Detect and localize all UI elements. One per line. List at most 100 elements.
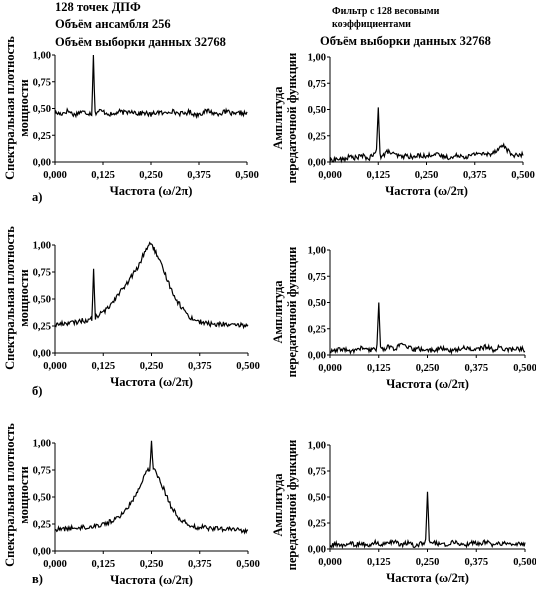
y-tick-label: 1,00	[33, 51, 51, 62]
x-tick-label: 0,000	[43, 361, 67, 372]
right-ylabel-line1: Амплитуда	[271, 473, 285, 537]
y-tick-label: 0,50	[308, 298, 326, 309]
y-tick-label: 0,00	[308, 545, 326, 556]
panel-label: в)	[32, 572, 43, 586]
series-line	[329, 302, 526, 356]
chart-a-right: 0,00 0,25 0,50 0,75 1,00 0,000 0,125 0,250 0,375…	[308, 53, 535, 199]
x-tick-label: 0,000	[43, 170, 67, 181]
left-ylabel-line2: мощности	[17, 466, 31, 524]
left-ylabel-0: Спектральная плотность мощности	[3, 36, 31, 180]
panel-label: а)	[32, 190, 42, 204]
x-tick-label: 0,125	[366, 170, 390, 181]
y-tick-label: 0,25	[33, 322, 51, 333]
x-tick-label: 0,000	[43, 559, 67, 570]
y-tick-label: 0,00	[308, 158, 326, 169]
right-ylabel-line1: Амплитуда	[271, 86, 285, 150]
y-tick-label: 1,00	[33, 241, 51, 252]
chart-b-right: 0,00 0,25 0,50 0,75 1,00 0,000 0,125 0,250 0,375…	[308, 246, 536, 392]
x-tick-label: 0,250	[140, 559, 164, 570]
right-ylabel-line2: передаточной функции	[285, 53, 299, 184]
x-tick-label: 0,250	[415, 170, 439, 181]
left-ylabel-line1: Спектральная плотность	[3, 226, 17, 370]
y-tick-label: 0,75	[308, 467, 326, 478]
right-ylabel-0: Амплитуда передаточной функции	[271, 53, 299, 184]
right-ylabel-line2: передаточной функции	[285, 247, 299, 378]
left-ylabel-line2: мощности	[17, 79, 31, 137]
right-ylabel-2: Амплитуда передаточной функции	[271, 440, 299, 571]
series-line	[54, 54, 248, 120]
x-tick-label: 0,125	[367, 557, 391, 568]
y-tick-label: 0,50	[308, 493, 326, 504]
series-line	[329, 107, 524, 164]
y-tick-label: 0,50	[33, 104, 51, 115]
x-tick-label: 0,000	[318, 557, 342, 568]
y-tick-label: 0,25	[33, 131, 51, 142]
y-tick-label: 1,00	[33, 439, 51, 450]
x-tick-label: 0,500	[236, 559, 260, 570]
series-line	[329, 491, 526, 550]
header-left-line1: 128 точек ДПФ	[55, 0, 141, 14]
y-tick-label: 0,00	[33, 547, 51, 558]
y-tick-label: 0,50	[308, 105, 326, 116]
x-tick-label: 0,500	[513, 557, 536, 568]
y-tick-label: 0,75	[308, 272, 326, 283]
x-axis-label: Частота (ω/2π)	[110, 573, 193, 587]
x-tick-label: 0,125	[91, 559, 115, 570]
y-tick-label: 0,00	[33, 349, 51, 360]
y-tick-label: 1,00	[308, 441, 326, 452]
header-right-line1: Фильтр с 128 весовыми	[332, 6, 440, 17]
y-tick-label: 0,50	[33, 295, 51, 306]
x-tick-label: 0,250	[139, 170, 163, 181]
header-left: 128 точек ДПФ Объём ансамбля 256 Объём в…	[55, 0, 226, 49]
y-tick-label: 0,50	[33, 493, 51, 504]
x-axis-label: Частота (ω/2π)	[385, 184, 468, 198]
x-tick-label: 0,250	[140, 361, 164, 372]
y-tick-label: 0,75	[33, 268, 51, 279]
x-tick-label: 0,000	[318, 170, 342, 181]
left-ylabel-2: Спектральная плотность мощности	[3, 423, 31, 567]
left-ylabel-1: Спектральная плотность мощности	[3, 226, 31, 370]
chart-c-right: 0,00 0,25 0,50 0,75 1,00 0,000 0,125 0,250 0,375…	[308, 441, 536, 586]
left-ylabel-line2: мощности	[17, 269, 31, 327]
x-tick-label: 0,125	[367, 363, 391, 374]
x-tick-label: 0,500	[513, 363, 536, 374]
header-left-line3: Объём выборки данных 32768	[55, 35, 226, 49]
x-axis-label: Частота (ω/2π)	[110, 184, 193, 198]
y-tick-label: 0,75	[308, 79, 326, 90]
panels: 0,00 0,25 0,50 0,75 1,00 0,000 0,125 0,250 0,375…	[3, 36, 536, 587]
right-ylabel-line1: Амплитуда	[271, 280, 285, 344]
panel-label: б)	[32, 384, 42, 398]
x-tick-label: 0,250	[416, 363, 440, 374]
header-left-line2: Объём ансамбля 256	[55, 17, 171, 31]
right-ylabel-line2: передаточной функции	[285, 440, 299, 571]
left-ylabel-line1: Спектральная плотность	[3, 423, 17, 567]
y-tick-label: 0,00	[308, 351, 326, 362]
chart-c-left: 0,00 0,25 0,50 0,75 1,00 0,000 0,125 0,250 0,375…	[33, 439, 260, 588]
y-tick-label: 0,25	[33, 520, 51, 531]
series-line	[54, 440, 249, 535]
header-right-line3: Объём выборки данных 32768	[320, 34, 491, 48]
series-line	[54, 241, 249, 330]
x-tick-label: 0,375	[188, 559, 212, 570]
y-tick-label: 0,25	[308, 131, 326, 142]
y-tick-label: 0,75	[33, 77, 51, 88]
y-tick-label: 0,25	[308, 324, 326, 335]
x-axis-label: Частота (ω/2π)	[386, 571, 469, 585]
x-tick-label: 0,500	[236, 361, 260, 372]
x-tick-label: 0,125	[91, 170, 115, 181]
y-tick-label: 1,00	[308, 53, 326, 64]
x-tick-label: 0,125	[91, 361, 115, 372]
header-right: Фильтр с 128 весовыми коэффициентами Объ…	[320, 6, 491, 48]
y-tick-label: 0,00	[33, 158, 51, 169]
x-tick-label: 0,375	[464, 557, 488, 568]
chart-b-left: 0,00 0,25 0,50 0,75 1,00 0,000 0,125 0,250 0,375…	[33, 241, 260, 390]
left-ylabel-line1: Спектральная плотность	[3, 36, 17, 180]
y-tick-label: 1,00	[308, 246, 326, 257]
chart-a-left: 0,00 0,25 0,50 0,75 1,00 0,000 0,125 0,250 0,375…	[33, 51, 259, 199]
x-tick-label: 0,500	[235, 170, 259, 181]
x-axis-label: Частота (ω/2π)	[110, 375, 193, 389]
x-axis-label: Частота (ω/2π)	[386, 377, 469, 391]
x-tick-label: 0,375	[464, 363, 488, 374]
header-right-line2: коэффициентами	[332, 19, 411, 30]
x-tick-label: 0,000	[318, 363, 342, 374]
